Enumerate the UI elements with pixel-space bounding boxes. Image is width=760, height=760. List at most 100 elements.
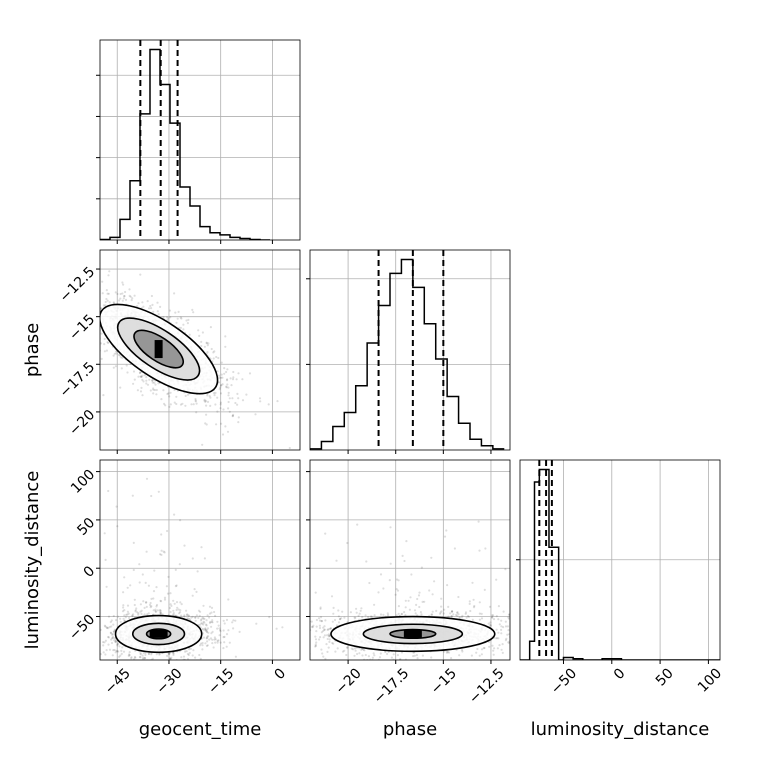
- sample-point: [330, 595, 334, 598]
- sample-point: [203, 621, 206, 624]
- sample-point: [445, 529, 448, 532]
- sample-point: [139, 390, 143, 393]
- x-tick-label: −15: [428, 665, 460, 697]
- sample-point: [373, 603, 376, 606]
- sample-point: [111, 635, 115, 638]
- sample-point: [105, 349, 108, 352]
- sample-point: [93, 305, 95, 307]
- sample-point: [209, 396, 212, 399]
- sample-point: [116, 643, 119, 646]
- sample-point: [140, 375, 143, 378]
- sample-point: [215, 355, 218, 359]
- sample-point: [159, 611, 162, 615]
- sample-point: [332, 642, 335, 645]
- sample-point: [190, 616, 193, 619]
- sample-point: [166, 592, 170, 595]
- sample-point: [119, 292, 122, 296]
- sample-point: [95, 332, 97, 334]
- sample-point: [198, 653, 201, 657]
- grid: [100, 460, 300, 660]
- sample-point: [189, 647, 192, 650]
- sample-point: [105, 626, 108, 629]
- sample-point: [480, 612, 483, 616]
- sample-point: [221, 376, 224, 379]
- sample-point: [312, 624, 315, 627]
- sample-point: [169, 657, 172, 660]
- x-axis-label-luminosity_distance: luminosity_distance: [531, 719, 710, 740]
- sample-point: [154, 383, 157, 386]
- sample-point: [508, 633, 510, 636]
- sample-point: [220, 384, 223, 387]
- sample-point: [314, 643, 317, 646]
- sample-point: [484, 547, 487, 550]
- sample-point: [172, 612, 175, 615]
- sample-point: [450, 610, 453, 613]
- sample-point: [112, 623, 115, 626]
- sample-point: [295, 634, 297, 636]
- sample-point: [141, 378, 144, 381]
- sample-point: [175, 608, 178, 612]
- sample-point: [219, 386, 222, 389]
- sample-point: [210, 606, 214, 610]
- sample-point: [452, 613, 455, 616]
- sample-point: [280, 640, 282, 642]
- sample-point: [319, 636, 322, 639]
- sample-point: [139, 656, 142, 659]
- sample-point: [169, 592, 172, 595]
- sample-point: [214, 391, 217, 394]
- sample-point: [363, 649, 366, 652]
- sample-point: [95, 642, 97, 644]
- sample-point: [164, 404, 167, 407]
- sample-point: [119, 620, 122, 624]
- sample-point: [273, 635, 275, 637]
- sample-point: [223, 641, 226, 644]
- sample-point: [191, 557, 194, 560]
- sample-point: [213, 610, 216, 614]
- sample-point: [324, 657, 327, 660]
- sample-point: [216, 620, 219, 623]
- sample-point: [327, 646, 330, 649]
- sample-point: [98, 335, 100, 337]
- sample-point: [315, 625, 318, 628]
- sample-point: [377, 591, 380, 594]
- sample-point: [104, 653, 107, 656]
- sample-point: [529, 625, 531, 627]
- sample-point: [205, 630, 208, 633]
- sample-point: [450, 615, 453, 618]
- sample-point: [194, 616, 197, 619]
- sample-point: [212, 357, 215, 360]
- sample-point: [146, 300, 149, 303]
- sample-point: [200, 618, 203, 621]
- sample-point: [201, 622, 204, 625]
- sample-point: [521, 643, 523, 645]
- sample-point: [169, 403, 172, 406]
- panel-content: [273, 520, 531, 660]
- sample-point: [333, 618, 337, 622]
- sample-point: [211, 619, 214, 622]
- sample-point: [79, 306, 81, 308]
- sample-point: [118, 354, 121, 357]
- sample-point: [84, 642, 86, 644]
- sample-point: [181, 402, 184, 405]
- sample-point: [187, 318, 190, 321]
- sample-point: [431, 593, 434, 596]
- sample-point: [494, 637, 498, 640]
- sample-point: [327, 628, 330, 631]
- sample-point: [166, 318, 169, 322]
- sample-point: [188, 648, 191, 651]
- sample-point: [212, 351, 215, 354]
- sample-point: [439, 611, 442, 614]
- sample-point: [204, 629, 207, 632]
- sample-point: [143, 656, 146, 660]
- sample-point: [480, 648, 484, 651]
- sample-point: [480, 653, 483, 656]
- sample-point: [133, 598, 136, 601]
- sample-point: [121, 299, 124, 302]
- sample-point: [341, 610, 344, 613]
- sample-point: [153, 381, 156, 384]
- sample-point: [379, 573, 383, 576]
- sample-point: [151, 379, 154, 382]
- sample-point: [147, 652, 150, 655]
- sample-point: [195, 590, 198, 594]
- sample-point: [152, 609, 155, 612]
